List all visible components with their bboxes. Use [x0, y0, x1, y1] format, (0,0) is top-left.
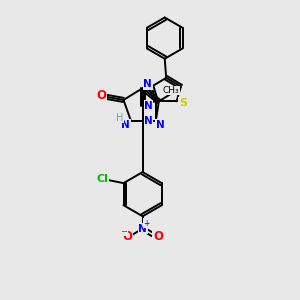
Text: N: N: [143, 79, 152, 89]
Text: N: N: [144, 116, 153, 126]
Text: O: O: [153, 230, 163, 243]
Text: Cl: Cl: [96, 174, 108, 184]
Text: N: N: [122, 120, 130, 130]
Text: O: O: [122, 230, 132, 243]
Text: N: N: [156, 120, 165, 130]
Text: S: S: [179, 98, 187, 108]
Text: −: −: [120, 227, 127, 236]
Text: O: O: [96, 89, 106, 102]
Text: N: N: [138, 224, 147, 234]
Text: +: +: [143, 219, 150, 228]
Text: H: H: [116, 112, 123, 123]
Text: CH₃: CH₃: [163, 86, 179, 95]
Text: N: N: [144, 101, 153, 111]
